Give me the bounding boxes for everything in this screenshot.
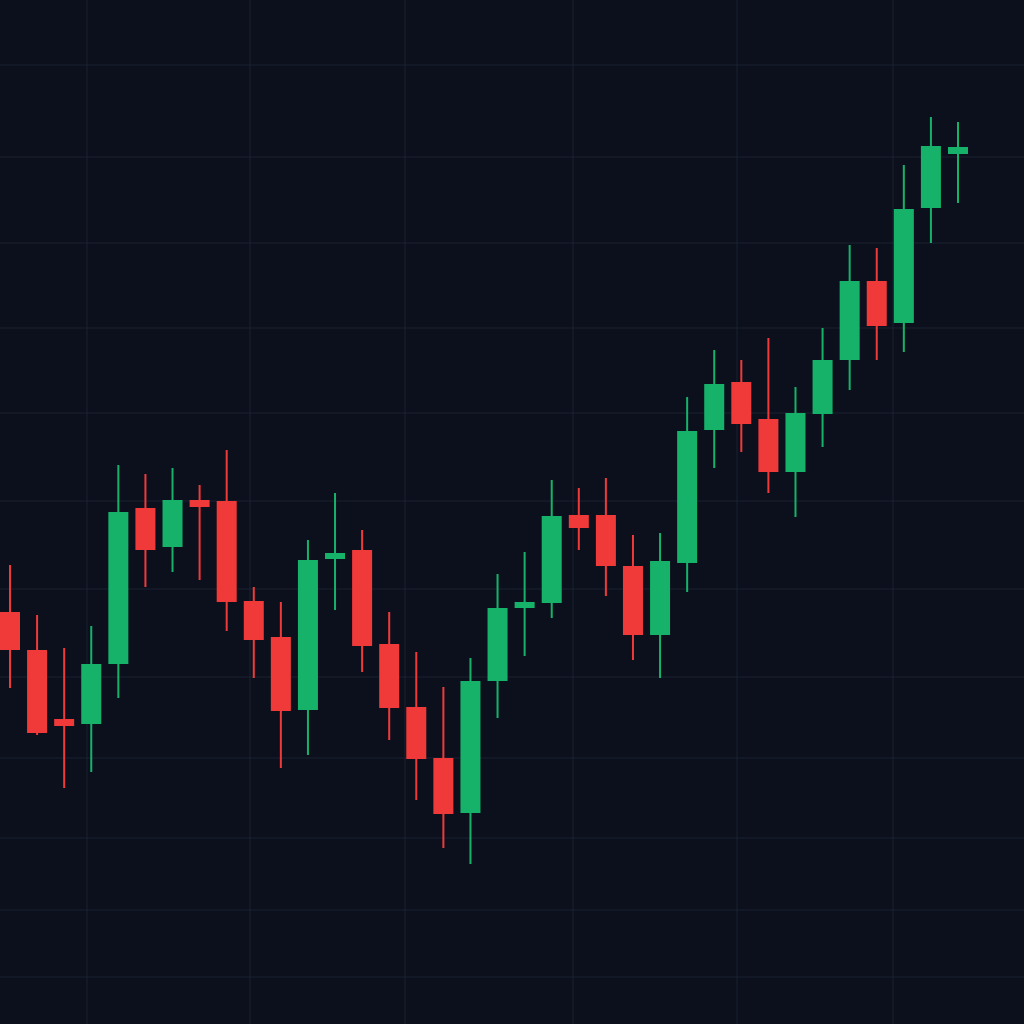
candle-body (487, 608, 508, 681)
candle-body (216, 501, 237, 602)
candle-body (541, 516, 562, 603)
candle-body (135, 508, 156, 550)
candle-body (54, 719, 75, 726)
candle-body (270, 637, 291, 711)
candle-body (352, 550, 373, 646)
candle-body (27, 650, 48, 733)
candle-body (758, 419, 779, 472)
candle-body (108, 512, 129, 664)
candle-body (948, 147, 968, 154)
candle-body (514, 602, 535, 608)
candle-body (162, 500, 183, 547)
vertical-grid (86, 0, 894, 1024)
candle-body (379, 644, 400, 708)
candle-body (893, 209, 914, 323)
candle-body (0, 612, 20, 650)
candle-body (785, 413, 806, 472)
candle-body (920, 146, 941, 208)
candle-body (677, 431, 698, 563)
candle-body (704, 384, 725, 430)
candle-body (433, 758, 454, 814)
candle-body (568, 515, 589, 528)
candle-body (325, 553, 346, 559)
candle-body (297, 560, 318, 710)
candle-body (243, 601, 264, 640)
candle-body (866, 281, 887, 326)
candle-body (81, 664, 102, 724)
candle-body (460, 681, 481, 813)
candle-body (406, 707, 427, 759)
candle-body (839, 281, 860, 360)
candle-body (595, 515, 616, 566)
candle-body (622, 566, 643, 635)
candle-body (731, 382, 752, 424)
candle-body (189, 500, 210, 507)
candle-body (650, 561, 671, 635)
candle-body (812, 360, 833, 414)
